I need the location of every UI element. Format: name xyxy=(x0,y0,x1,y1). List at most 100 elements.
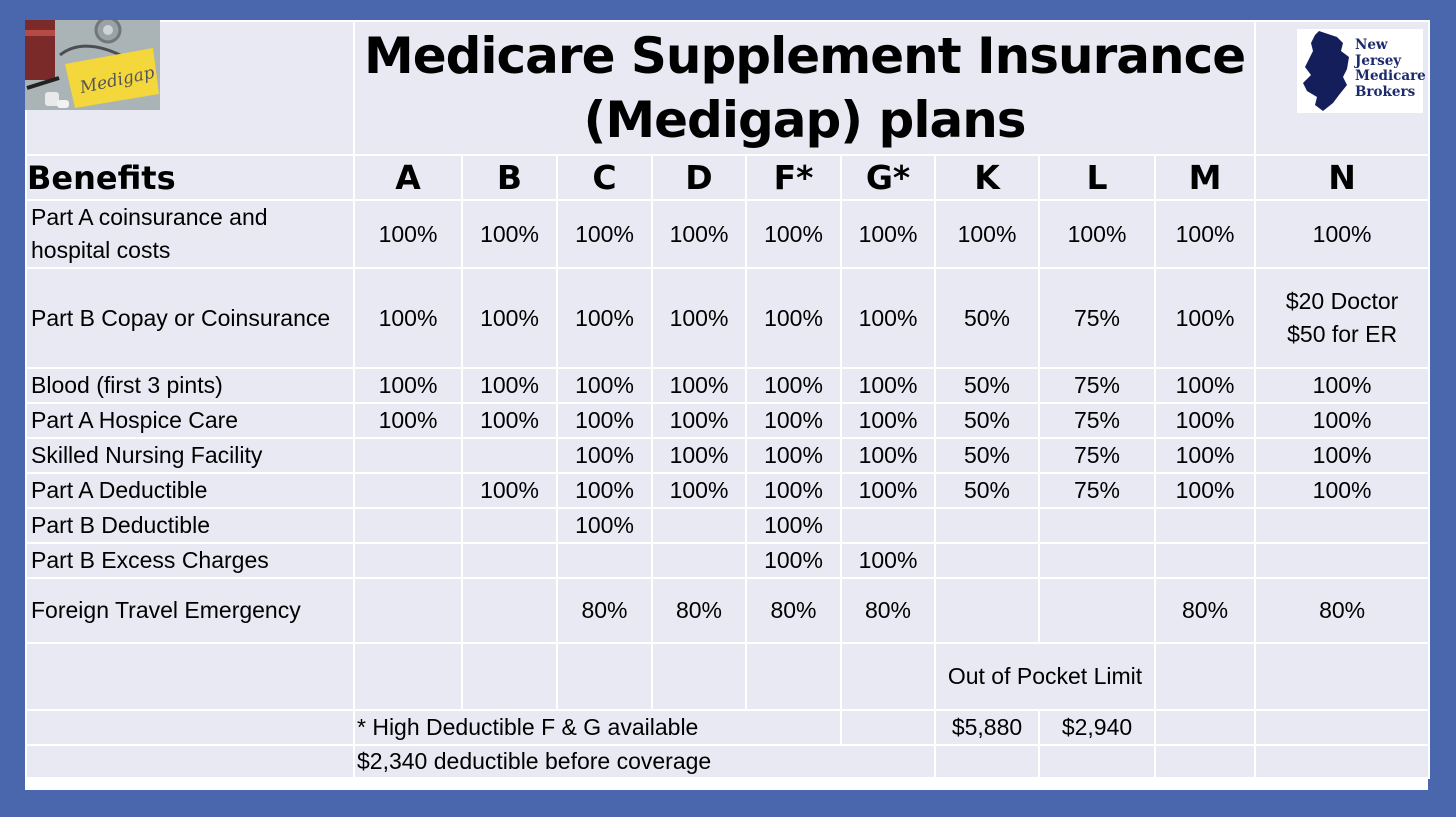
empty-cell xyxy=(840,642,936,711)
coverage-cell: 100% xyxy=(745,367,842,404)
page-title-line1: Medicare Supplement Insurance xyxy=(363,27,1246,85)
empty-cell xyxy=(353,642,463,711)
coverage-cell: 100% xyxy=(1254,472,1431,509)
benefits-header: Benefits xyxy=(25,154,355,201)
coverage-cell xyxy=(1153,542,1257,579)
benefit-label: Skilled Nursing Facility xyxy=(25,437,355,474)
coverage-cell: 100% xyxy=(461,267,558,369)
coverage-cell: 100% xyxy=(651,199,747,269)
coverage-cell: 80% xyxy=(745,577,842,644)
table-row: $2,340 deductible before coverage xyxy=(25,744,1431,779)
coverage-cell xyxy=(461,437,558,474)
coverage-cell: 100% xyxy=(745,267,842,369)
coverage-cell: 100% xyxy=(1153,199,1257,269)
coverage-cell xyxy=(353,577,463,644)
coverage-cell: 100% xyxy=(745,507,842,544)
coverage-cell: 50% xyxy=(934,437,1040,474)
plan-header-f-star: F* xyxy=(745,154,842,201)
empty-cell xyxy=(1254,642,1431,711)
empty-cell xyxy=(556,642,653,711)
title-cell: Medicare Supplement Insurance (Medigap) … xyxy=(352,20,1257,156)
coverage-cell: 100% xyxy=(840,267,936,369)
coverage-cell: 100% xyxy=(461,367,558,404)
coverage-cell: 100% xyxy=(651,267,747,369)
coverage-cell: 100% xyxy=(840,437,936,474)
empty-cell xyxy=(25,642,355,711)
coverage-cell xyxy=(353,472,463,509)
benefit-label: Part A Deductible xyxy=(25,472,355,509)
empty-cell xyxy=(25,744,355,779)
coverage-cell: 100% xyxy=(1153,437,1257,474)
coverage-cell xyxy=(934,507,1040,544)
coverage-cell xyxy=(651,542,747,579)
table-row: Foreign Travel Emergency 80% 80% 80% 80% 80% 8… xyxy=(25,577,1431,644)
coverage-cell: 100% xyxy=(461,472,558,509)
coverage-cell: $20 Doctor $50 for ER xyxy=(1254,267,1431,369)
medigap-table: Medicare Supplement Insurance (Medigap) … xyxy=(25,20,1431,779)
coverage-cell: 100% xyxy=(1153,367,1257,404)
table-row: Part A Hospice Care 100% 100% 100% 100% 100% 1… xyxy=(25,402,1431,439)
plan-header-k: K xyxy=(934,154,1040,201)
coverage-cell xyxy=(934,542,1040,579)
empty-cell xyxy=(25,709,355,746)
coverage-cell xyxy=(353,507,463,544)
deductible-note: $2,340 deductible before coverage xyxy=(353,744,936,779)
table-row: Part A Deductible 100% 100% 100% 100% 100% 50%… xyxy=(25,472,1431,509)
coverage-cell: 100% xyxy=(745,472,842,509)
plan-header-c: C xyxy=(556,154,653,201)
coverage-cell: 75% xyxy=(1038,402,1156,439)
plan-header-n: N xyxy=(1254,154,1431,201)
coverage-cell: 50% xyxy=(934,267,1040,369)
benefit-label: Foreign Travel Emergency xyxy=(25,577,355,644)
benefit-label: Part B Deductible xyxy=(25,507,355,544)
coverage-cell: 100% xyxy=(745,402,842,439)
coverage-cell xyxy=(461,507,558,544)
coverage-cell: 100% xyxy=(353,367,463,404)
medigap-thumbnail: Medigap xyxy=(25,20,160,110)
coverage-cell: 100% xyxy=(1153,402,1257,439)
empty-cell xyxy=(1254,744,1431,779)
coverage-cell: 100% xyxy=(651,437,747,474)
coverage-cell: 100% xyxy=(556,507,653,544)
table-row: Part B Copay or Coinsurance 100% 100% 100% 1… xyxy=(25,267,1431,369)
plan-header-m: M xyxy=(1153,154,1257,201)
coverage-cell: 100% xyxy=(1254,199,1431,269)
coverage-cell: 100% xyxy=(1254,402,1431,439)
coverage-cell xyxy=(353,542,463,579)
benefit-label: Part B Copay or Coinsurance xyxy=(25,267,355,369)
benefit-label: Part B Excess Charges xyxy=(25,542,355,579)
plan-header-g-star: G* xyxy=(840,154,936,201)
plan-header-d: D xyxy=(651,154,747,201)
table-row: Skilled Nursing Facility 100% 100% 100% 100%… xyxy=(25,437,1431,474)
coverage-cell: 100% xyxy=(1038,199,1156,269)
logo-text: New Jersey Medicare Brokers xyxy=(1355,37,1426,100)
benefit-label: Part A Hospice Care xyxy=(25,402,355,439)
oop-limit-k: $5,880 xyxy=(934,709,1040,746)
coverage-cell xyxy=(353,437,463,474)
coverage-cell: 100% xyxy=(1254,367,1431,404)
coverage-cell: 100% xyxy=(840,199,936,269)
coverage-cell xyxy=(651,507,747,544)
coverage-cell: 100% xyxy=(840,367,936,404)
empty-cell xyxy=(651,642,747,711)
coverage-cell: 100% xyxy=(556,267,653,369)
slide: Medicare Supplement Insurance (Medigap) … xyxy=(25,20,1431,790)
coverage-cell: 100% xyxy=(745,437,842,474)
coverage-cell: 50% xyxy=(934,367,1040,404)
coverage-cell xyxy=(1254,507,1431,544)
coverage-cell xyxy=(934,577,1040,644)
coverage-cell: 100% xyxy=(556,367,653,404)
coverage-cell xyxy=(1153,507,1257,544)
empty-cell xyxy=(461,642,558,711)
coverage-cell: 75% xyxy=(1038,367,1156,404)
empty-cell xyxy=(745,642,842,711)
coverage-cell xyxy=(556,542,653,579)
coverage-cell: 100% xyxy=(840,472,936,509)
coverage-cell: 100% xyxy=(840,402,936,439)
plan-header-b: B xyxy=(461,154,558,201)
table-row: Blood (first 3 pints) 100% 100% 100% 100% 100… xyxy=(25,367,1431,404)
coverage-cell: 80% xyxy=(1153,577,1257,644)
coverage-cell: 100% xyxy=(1153,472,1257,509)
empty-cell xyxy=(1038,744,1156,779)
empty-cell xyxy=(1153,744,1257,779)
